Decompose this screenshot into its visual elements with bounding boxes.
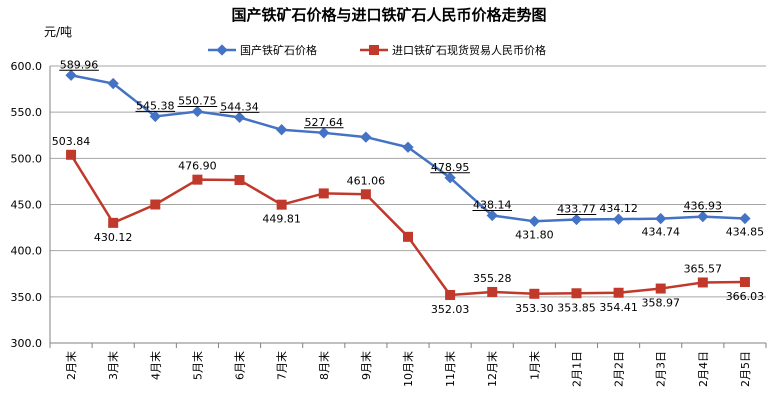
x-tick-label: 10月末: [401, 351, 415, 387]
legend-item-import: 进口铁矿石现货贸易人民币价格: [360, 43, 546, 57]
data-point: [403, 231, 413, 242]
x-tick-label: 2月1日: [570, 351, 583, 387]
data-label: 434.85: [726, 225, 765, 238]
x-tick-label: 12月末: [485, 351, 499, 387]
data-point: [528, 215, 541, 227]
data-label: 550.75: [178, 94, 217, 107]
y-tick-label: 550.0: [11, 106, 43, 119]
data-point: [570, 213, 583, 226]
data-point: [318, 127, 330, 139]
data-label: 366.03: [726, 290, 765, 303]
x-tick-label: 6月末: [233, 351, 247, 380]
data-label: 503.84: [52, 135, 91, 148]
legend-marker-domestic: [216, 44, 228, 56]
data-label: 544.34: [220, 100, 259, 113]
x-tick-label: 8月末: [317, 351, 331, 380]
data-point: [445, 289, 456, 300]
data-point: [402, 141, 414, 153]
legend-label-domestic: 国产铁矿石价格: [240, 43, 317, 57]
data-label: 449.81: [262, 213, 301, 226]
data-label: 545.38: [136, 99, 175, 112]
data-point: [234, 175, 245, 186]
chart-title: 国产铁矿石价格与进口铁矿石人民币价格走势图: [231, 6, 546, 24]
data-point: [150, 199, 161, 210]
x-axis: 2月末 3月末 4月末 5月末 6月末 7月末 8月末 9月末 10月末 11月末 12月末 1月末 2…: [49, 66, 767, 387]
data-point: [487, 286, 498, 297]
y-axis-ticks: 300.0 350.0 400.0 450.0 500.0 550.0 600.0: [11, 60, 43, 350]
data-label: 353.85: [557, 301, 596, 314]
y-tick-label: 600.0: [11, 60, 43, 73]
y-axis-unit-label: 元/吨: [44, 25, 72, 39]
data-label: 436.93: [684, 200, 723, 213]
legend-marker-import: [369, 45, 379, 55]
x-tick-label: 2月2日: [613, 351, 626, 387]
data-point: [571, 288, 582, 299]
y-tick-label: 400.0: [11, 245, 43, 258]
data-label: 527.64: [305, 116, 344, 129]
data-label: 461.06: [347, 174, 386, 187]
y-tick-label: 300.0: [11, 337, 43, 350]
data-label: 354.41: [599, 301, 638, 314]
data-label: 589.96: [60, 58, 99, 71]
data-point: [191, 105, 204, 118]
data-point: [739, 277, 750, 288]
data-label: 431.80: [515, 228, 554, 241]
x-tick-label: 4月末: [148, 351, 162, 380]
data-point: [360, 131, 372, 143]
x-tick-label: 9月末: [359, 351, 373, 380]
data-labels-layer: 589.96 545.38 550.75 544.34 527.64 478.95 438.…: [52, 58, 764, 316]
data-label: 365.57: [684, 262, 723, 275]
data-label: 433.77: [557, 202, 596, 215]
data-point: [655, 283, 666, 294]
data-point: [65, 69, 77, 81]
data-label: 353.30: [515, 302, 554, 315]
data-point: [275, 124, 288, 136]
x-tick-label: 11月末: [443, 351, 457, 387]
x-tick-label: 2月5日: [739, 351, 752, 387]
data-point: [192, 174, 203, 185]
legend-item-domestic: 国产铁矿石价格: [208, 43, 317, 57]
x-tick-label: 7月末: [275, 351, 289, 380]
x-tick-label: 5月末: [190, 351, 204, 380]
data-point: [613, 287, 624, 298]
data-label: 355.28: [473, 272, 512, 285]
data-point: [739, 212, 751, 225]
y-tick-label: 500.0: [11, 152, 43, 165]
data-point: [697, 210, 709, 223]
data-point: [276, 199, 287, 210]
data-label: 352.03: [431, 303, 470, 316]
data-label: 434.12: [599, 202, 638, 215]
x-tick-label: 1月末: [527, 351, 541, 380]
x-tick-label: 2月4日: [697, 351, 710, 387]
data-point: [529, 288, 540, 299]
legend: 国产铁矿石价格 进口铁矿石现货贸易人民币价格: [208, 43, 546, 57]
data-label: 478.95: [431, 161, 470, 174]
data-point: [66, 149, 77, 160]
data-point: [360, 189, 371, 200]
data-label: 476.90: [178, 160, 217, 173]
data-label: 434.74: [641, 226, 680, 239]
legend-label-import: 进口铁矿石现货贸易人民币价格: [392, 43, 546, 57]
data-point: [655, 212, 667, 225]
data-point: [486, 209, 498, 222]
data-point: [612, 213, 625, 225]
data-point: [233, 111, 246, 124]
x-tick-label: 3月末: [106, 351, 120, 380]
data-label: 438.14: [473, 198, 512, 211]
data-label: 358.97: [641, 297, 680, 310]
x-tick-label: 2月3日: [655, 351, 668, 387]
x-tick-label: 2月末: [64, 351, 78, 380]
y-tick-label: 350.0: [11, 291, 43, 304]
y-tick-label: 450.0: [11, 199, 43, 212]
data-label: 430.12: [94, 231, 133, 244]
data-point: [697, 277, 708, 288]
series-layer: [65, 69, 751, 300]
data-point: [318, 188, 329, 199]
data-point: [108, 217, 119, 228]
data-point: [444, 172, 456, 184]
